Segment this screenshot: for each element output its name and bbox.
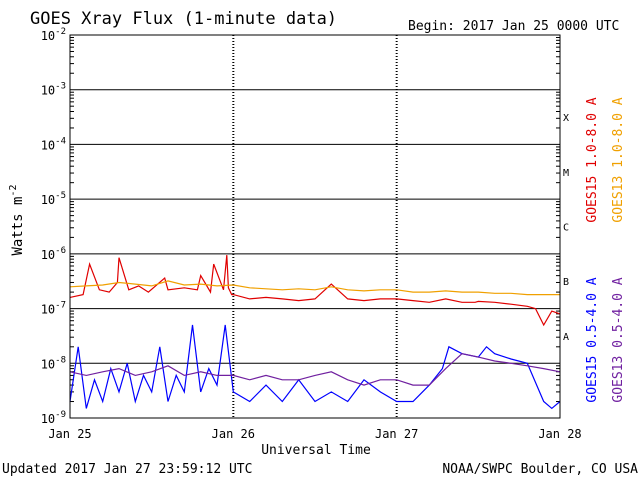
flare-class-label: C: [563, 223, 569, 234]
updated-timestamp: Updated 2017 Jan 27 23:59:12 UTC: [2, 462, 252, 477]
x-tick-label: Jan 25: [48, 427, 91, 441]
y-axis-label-text: Watts m: [10, 197, 26, 256]
legend-entry: GOES15 0.5-4.0 A: [585, 277, 600, 402]
series-line: [69, 280, 560, 296]
y-tick-label: 10-2: [41, 27, 66, 43]
legend: GOES15 1.0-8.0 A GOES13 1.0-8.0 A GOES15 0…: [585, 97, 626, 402]
y-tick-label: 10-4: [41, 136, 66, 152]
y-tick-label: 10-6: [41, 246, 66, 262]
flare-class-label: M: [563, 168, 569, 179]
series-line: [69, 255, 561, 327]
x-axis-ticks: Jan 25 Jan 26 Jan 27 Jan 28: [48, 427, 581, 441]
flare-class-label: X: [563, 113, 569, 124]
series-line: [69, 353, 561, 386]
svg-text:Watts m-2: Watts m-2: [8, 184, 26, 255]
y-axis-ticks: 10-2 10-3 10-4 10-5 10-6 10-7 10-8 10-9: [41, 27, 560, 426]
legend-entry: GOES13 0.5-4.0 A: [611, 277, 626, 402]
credit-text: NOAA/SWPC Boulder, CO USA: [442, 462, 638, 477]
legend-entry: GOES13 1.0-8.0 A: [611, 97, 626, 222]
flare-class-label: A: [563, 332, 569, 343]
y-axis-label: Watts m-2: [8, 184, 26, 255]
plot-frame: [69, 34, 561, 419]
series-line: [69, 324, 561, 410]
flare-class-label: B: [563, 277, 569, 288]
series-lines: [69, 255, 561, 410]
y-axis-label-exponent: -2: [8, 184, 19, 196]
y-tick-label: 10-9: [41, 410, 66, 426]
x-axis-label: Universal Time: [261, 443, 371, 458]
flare-class-labels: X M C B A: [563, 113, 569, 343]
x-tick-label: Jan 27: [375, 427, 418, 441]
y-tick-label: 10-3: [41, 82, 66, 98]
y-tick-label: 10-7: [41, 301, 66, 317]
y-tick-label: 10-8: [41, 355, 66, 371]
x-tick-label: Jan 28: [538, 427, 581, 441]
plot-grid: [70, 34, 560, 419]
begin-label: Begin: 2017 Jan 25 0000 UTC: [408, 19, 619, 34]
legend-entry: GOES15 1.0-8.0 A: [585, 97, 600, 222]
y-tick-label: 10-5: [41, 191, 66, 207]
x-tick-label: Jan 26: [212, 427, 255, 441]
chart-title: GOES Xray Flux (1-minute data): [30, 9, 337, 29]
